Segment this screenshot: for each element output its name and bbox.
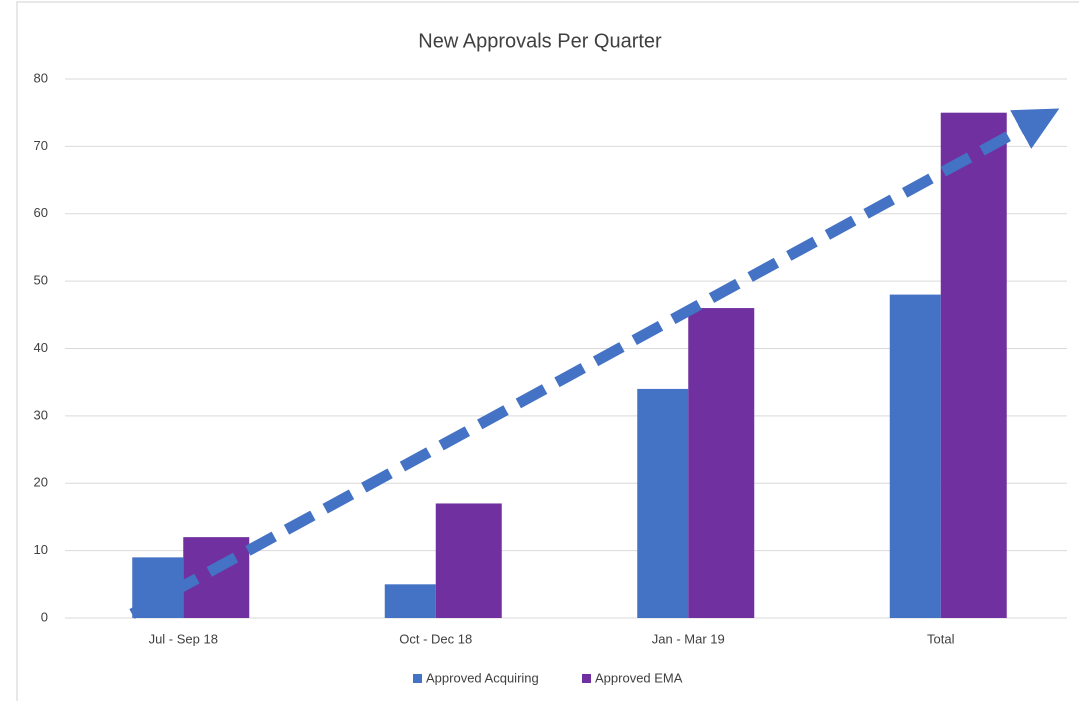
trend-arrow <box>129 108 1060 619</box>
y-tick-label: 70 <box>34 138 48 153</box>
y-tick-label: 10 <box>34 542 48 557</box>
x-tick-label: Total <box>927 631 955 646</box>
y-tick-label: 40 <box>34 340 48 355</box>
bar <box>889 294 941 618</box>
x-tick-label: Oct - Dec 18 <box>399 631 472 646</box>
y-tick-label: 50 <box>34 273 48 288</box>
legend-marker <box>582 674 591 683</box>
y-tick-label: 0 <box>41 609 48 624</box>
y-tick-label: 30 <box>34 407 48 422</box>
bar <box>384 584 436 618</box>
y-tick-label: 20 <box>34 475 48 490</box>
y-tick-label: 60 <box>34 205 48 220</box>
chart-frame <box>16 1 1079 701</box>
bar <box>940 112 1007 618</box>
bar <box>637 388 689 618</box>
legend-label: Approved EMA <box>595 670 683 685</box>
x-tick-label: Jan - Mar 19 <box>652 631 725 646</box>
x-tick-label: Jul - Sep 18 <box>149 631 218 646</box>
plot-area: 0 10 20 30 40 50 60 70 80 Jul - Sep 18 Oct - Dec 1… <box>34 70 1067 646</box>
bar <box>435 503 502 618</box>
chart-title: New Approvals Per Quarter <box>418 30 662 52</box>
legend-marker <box>413 674 422 683</box>
y-tick-label: 80 <box>34 70 48 85</box>
legend-label: Approved Acquiring <box>426 670 539 685</box>
bar <box>688 308 755 618</box>
